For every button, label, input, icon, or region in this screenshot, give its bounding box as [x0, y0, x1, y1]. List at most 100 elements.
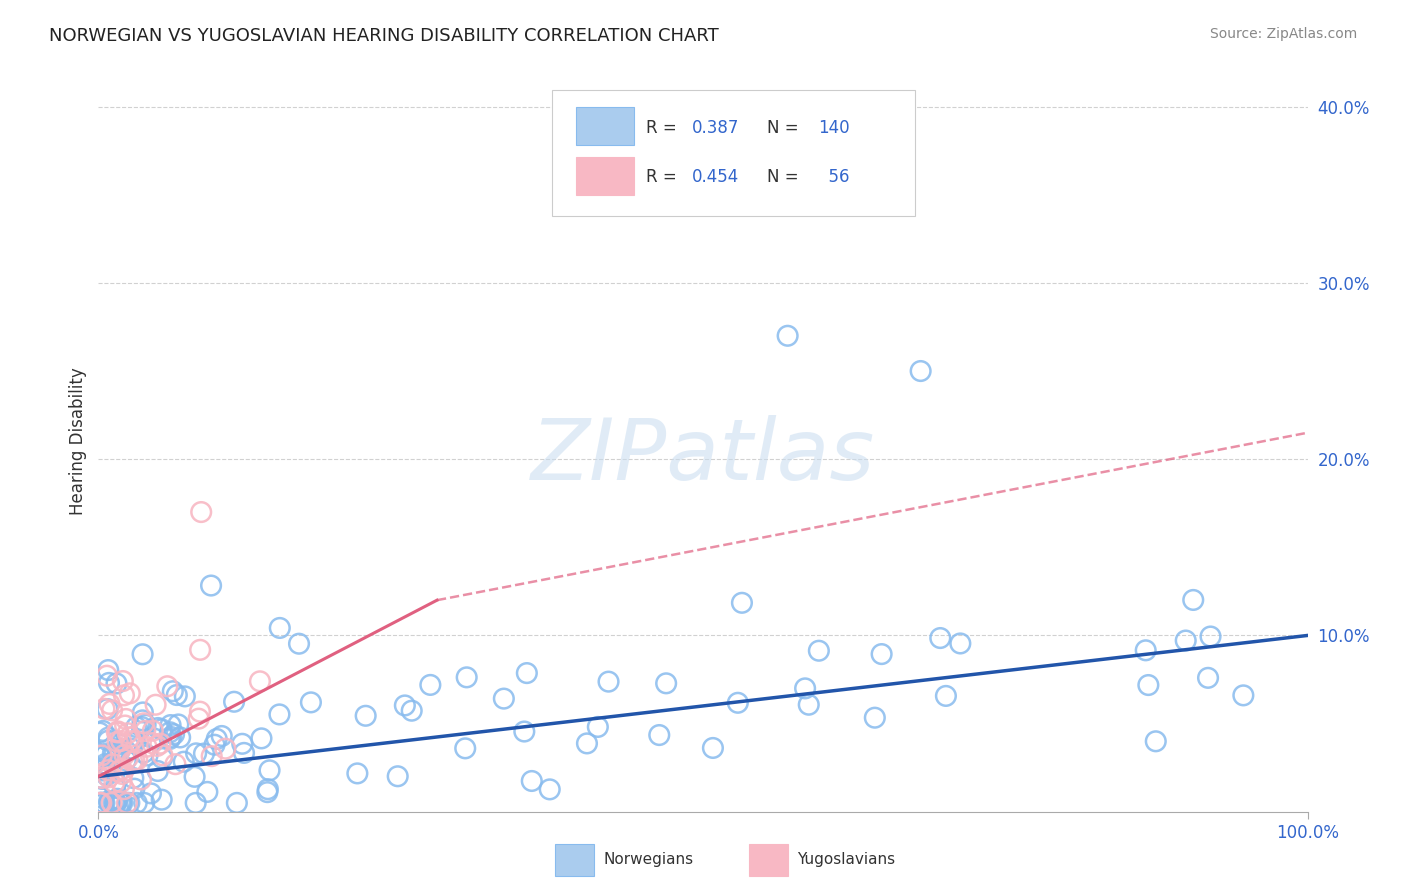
Point [90, 771, 112, 785]
Point [394, 698, 416, 713]
Point [269, 621, 291, 635]
Point [132, 706, 155, 720]
Point [115, 712, 138, 726]
Point [205, 731, 228, 746]
Point [90, 796, 112, 810]
Point [103, 775, 125, 789]
Point [187, 712, 209, 726]
Point [112, 688, 135, 702]
Point [107, 764, 129, 779]
Point [105, 676, 128, 690]
Point [118, 686, 141, 700]
Point [104, 796, 127, 810]
Point [98, 676, 121, 690]
Point [90, 771, 112, 785]
Point [929, 631, 952, 645]
Point [112, 747, 135, 762]
Point [90, 796, 112, 810]
Point [794, 681, 817, 696]
Point [105, 751, 128, 765]
Point [152, 748, 174, 763]
Point [107, 741, 129, 756]
Point [114, 718, 136, 732]
Point [111, 762, 134, 776]
FancyBboxPatch shape [576, 156, 634, 195]
Point [91, 764, 114, 778]
Text: Yugoslavians: Yugoslavians [797, 853, 896, 867]
Point [250, 731, 273, 746]
Text: R =: R = [647, 169, 676, 186]
Point [131, 720, 153, 734]
Point [90, 796, 112, 810]
Point [863, 711, 886, 725]
Point [354, 708, 377, 723]
Point [134, 723, 156, 738]
Point [702, 741, 724, 756]
Point [135, 717, 157, 731]
Point [107, 792, 129, 806]
Point [121, 755, 143, 769]
Point [249, 674, 271, 689]
Point [124, 754, 146, 768]
Point [111, 767, 134, 781]
Point [910, 364, 932, 378]
Point [108, 796, 131, 810]
Point [231, 737, 253, 751]
Point [103, 795, 125, 809]
Point [89, 790, 111, 805]
Point [575, 736, 598, 750]
Point [269, 707, 291, 722]
Point [150, 793, 173, 807]
Point [97, 663, 120, 677]
Point [89, 725, 111, 739]
Point [727, 696, 749, 710]
Text: 140: 140 [818, 119, 849, 136]
Point [201, 749, 224, 764]
Point [96, 747, 118, 761]
Text: N =: N = [768, 169, 799, 186]
Point [193, 747, 215, 761]
Point [117, 796, 139, 810]
Point [110, 775, 132, 789]
Point [162, 684, 184, 698]
Point [136, 748, 159, 763]
Point [97, 770, 120, 784]
Point [454, 741, 477, 756]
Point [146, 764, 169, 778]
Point [97, 733, 120, 747]
FancyBboxPatch shape [576, 107, 634, 145]
Point [90, 748, 112, 763]
Text: Source: ZipAtlas.com: Source: ZipAtlas.com [1209, 27, 1357, 41]
Point [93, 796, 115, 810]
Point [598, 674, 620, 689]
Point [122, 771, 145, 785]
Point [112, 782, 135, 797]
Point [288, 637, 311, 651]
Point [104, 780, 127, 795]
Point [1182, 593, 1205, 607]
Point [127, 752, 149, 766]
Point [190, 505, 212, 519]
Point [111, 674, 134, 689]
Point [1174, 633, 1197, 648]
Point [159, 731, 181, 746]
Point [90, 762, 112, 776]
Point [648, 728, 671, 742]
Point [1144, 734, 1167, 748]
Point [129, 772, 152, 787]
Point [115, 796, 138, 810]
Point [184, 747, 207, 761]
Point [173, 755, 195, 769]
Point [98, 697, 121, 711]
Point [101, 703, 124, 717]
Point [188, 705, 211, 719]
Point [159, 725, 181, 739]
Text: Norwegians: Norwegians [603, 853, 695, 867]
Point [256, 785, 278, 799]
Point [387, 769, 409, 783]
Text: NORWEGIAN VS YUGOSLAVIAN HEARING DISABILITY CORRELATION CHART: NORWEGIAN VS YUGOSLAVIAN HEARING DISABIL… [49, 27, 718, 45]
Point [456, 670, 478, 684]
Point [107, 724, 129, 739]
Point [103, 747, 125, 761]
Point [115, 744, 138, 758]
